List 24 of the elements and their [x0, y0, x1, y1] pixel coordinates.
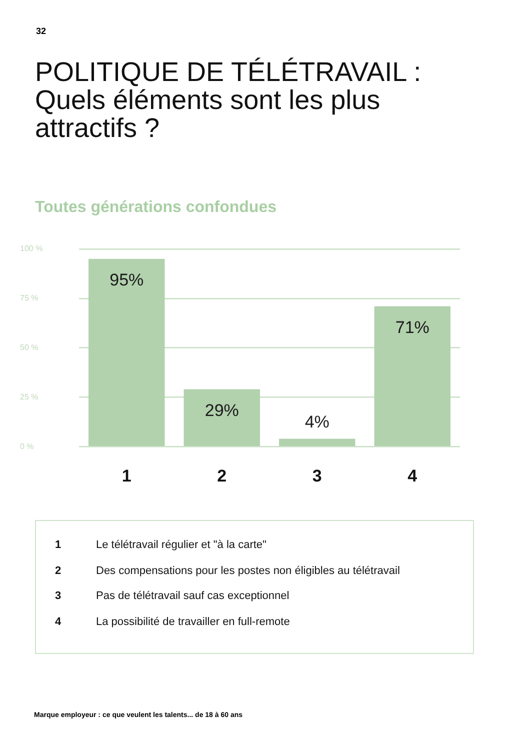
y-tick-label: 50 %: [20, 343, 38, 352]
text: 32: [36, 26, 46, 36]
x-tick-label: 3: [312, 466, 322, 486]
y-tick-label: 25 %: [20, 392, 38, 402]
x-tick-label: 2: [217, 466, 227, 486]
data-label: 4%: [304, 412, 330, 432]
y-tick-label: 100 %: [20, 244, 43, 254]
y-tick-label: 0 %: [20, 442, 34, 451]
x-tick-label: 4: [408, 466, 418, 486]
x-tick-label: 1: [122, 466, 132, 486]
text: Des compensations pour les postes non éligibles au télétravail: [95, 564, 400, 578]
data-label: 29%: [204, 400, 239, 420]
chart-subtitle: Toutes générations confondues: [35, 199, 276, 217]
category-label: 4: [55, 616, 62, 628]
text: La possibilité de travailler en full-remote: [95, 616, 290, 630]
category-label: 2: [55, 564, 62, 576]
category-label: 1: [55, 539, 62, 551]
data-label: 71%: [395, 318, 430, 337]
category-label: 3: [55, 590, 62, 602]
y-tick-label: 75 %: [20, 294, 38, 303]
chart-title: POLITIQUE DE TÉLÉTRAVAIL : Quels éléments sont les plus attractifs ?: [35, 57, 422, 143]
text: Pas de télétravail sauf cas exceptionnel: [95, 590, 290, 604]
data-label: 95%: [110, 270, 144, 290]
text: Le télétravail régulier et "à la carte": [95, 539, 266, 553]
